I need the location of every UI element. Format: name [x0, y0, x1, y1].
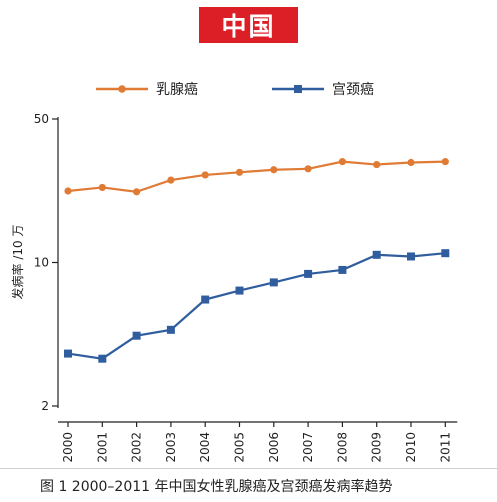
- x-tick-label: 2011: [438, 432, 452, 463]
- data-point: [98, 183, 106, 192]
- figure-caption: 图 1 2000–2011 年中国女性乳腺癌及宫颈癌发病率趋势: [0, 468, 497, 502]
- x-tick-label: 2006: [267, 432, 281, 463]
- data-point: [441, 249, 450, 258]
- data-point: [338, 158, 346, 166]
- series-group: [64, 158, 450, 363]
- data-point: [132, 331, 141, 340]
- legend-label: 乳腺癌: [156, 82, 198, 98]
- x-tick-label: 2002: [130, 432, 144, 463]
- axes: 2 10 50 2000 2001 2002 2003 2004 2005 2006 2007 200…: [34, 112, 458, 463]
- data-point: [338, 265, 347, 274]
- data-point: [235, 286, 244, 295]
- x-tick-label: 2009: [370, 432, 384, 463]
- data-point: [235, 168, 244, 176]
- data-point: [167, 176, 175, 184]
- data-point: [407, 252, 415, 261]
- data-point: [166, 325, 175, 334]
- data-point: [201, 171, 209, 179]
- data-point: [64, 187, 72, 195]
- line-chart: 乳腺癌 宫颈癌 2 10 50 2000 2001 2002 2003 2004 2005 2006…: [10, 82, 458, 463]
- data-point: [304, 165, 312, 173]
- x-tick-label: 2000: [61, 432, 75, 463]
- legend-label: 宫颈癌: [332, 82, 374, 98]
- x-tick-label: 2007: [301, 432, 315, 463]
- legend: 乳腺癌 宫颈癌: [96, 82, 374, 98]
- data-point: [98, 354, 107, 363]
- data-point: [372, 250, 381, 259]
- x-tick-label: 2008: [335, 432, 349, 463]
- data-point: [304, 269, 313, 278]
- data-point: [407, 158, 415, 167]
- legend-marker: [118, 85, 126, 93]
- x-tick-label: 2005: [233, 432, 247, 463]
- y-tick-label: 50: [34, 112, 49, 126]
- data-point: [201, 295, 210, 304]
- legend-item: 乳腺癌: [96, 82, 198, 98]
- y-tick-label: 2: [41, 399, 49, 413]
- y-tick-label: 10: [34, 256, 49, 270]
- data-point: [270, 166, 278, 174]
- x-tick-label: 2001: [95, 432, 109, 463]
- chart-title-badge: 中国: [199, 7, 298, 43]
- series-1: [64, 158, 449, 196]
- data-point: [373, 160, 381, 169]
- data-point: [269, 278, 278, 287]
- x-tick-label: 2003: [164, 432, 178, 463]
- y-axis-label: 发病率 /10 万: [10, 225, 25, 300]
- data-point: [441, 158, 449, 166]
- caption-text: 图 1 2000–2011 年中国女性乳腺癌及宫颈癌发病率趋势: [40, 478, 393, 495]
- data-point: [64, 349, 72, 358]
- series-line: [67, 160, 446, 193]
- legend-item: 宫颈癌: [272, 82, 374, 98]
- series-line: [67, 252, 446, 360]
- series-2: [64, 249, 450, 363]
- data-point: [133, 188, 141, 196]
- chart-title: 中国: [221, 12, 276, 41]
- legend-marker: [294, 85, 302, 93]
- x-tick-label: 2004: [198, 432, 212, 463]
- x-tick-label: 2010: [404, 432, 418, 463]
